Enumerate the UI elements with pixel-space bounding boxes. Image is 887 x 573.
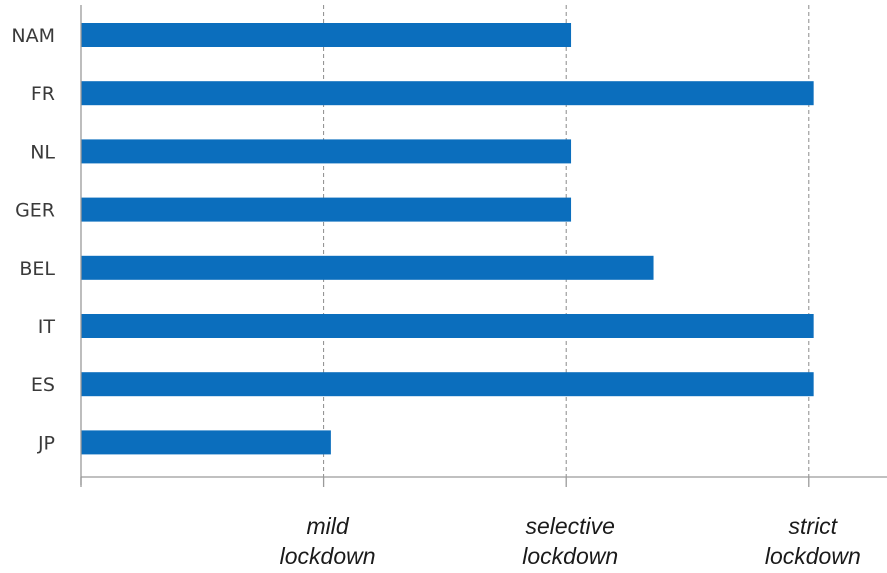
x-tick-label-3: strict lockdown — [765, 513, 861, 569]
category-label-es: ES — [31, 374, 55, 396]
category-label-jp: JP — [37, 432, 55, 454]
grid-lines — [323, 5, 810, 477]
category-label-ger: GER — [15, 200, 55, 222]
category-label-it: IT — [38, 316, 56, 338]
category-label-nam: NAM — [11, 25, 55, 47]
category-label-bel: BEL — [19, 258, 55, 280]
bar-fr — [81, 81, 814, 106]
bar-ger — [81, 197, 572, 222]
x-tick-label-2: selective lockdown — [522, 513, 618, 569]
bars — [81, 23, 814, 455]
category-label-nl: NL — [30, 141, 55, 163]
bar-bel — [81, 255, 654, 280]
bar-nam — [81, 23, 572, 47]
labels: NAM FR NL GER BEL IT ES JP mild lockdown selective… — [11, 25, 860, 569]
bar-it — [81, 314, 814, 338]
axes — [80, 5, 887, 487]
bar-jp — [81, 430, 331, 455]
category-label-fr: FR — [31, 83, 55, 105]
bar-es — [81, 372, 814, 397]
x-tick-label-1: mild lockdown — [280, 513, 376, 569]
bar-nl — [81, 139, 572, 164]
